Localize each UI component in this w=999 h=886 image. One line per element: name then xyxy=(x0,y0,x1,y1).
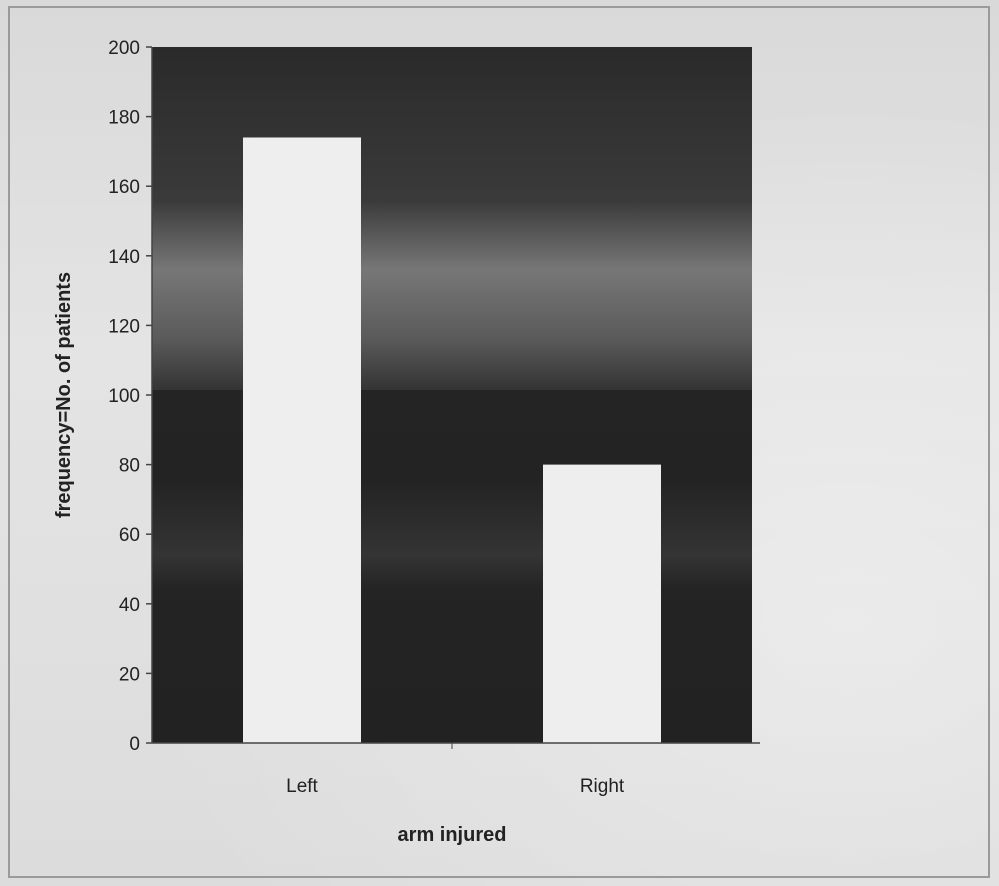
image-frame xyxy=(8,6,990,878)
bar-left xyxy=(243,137,361,744)
x-category-label: Left xyxy=(286,776,318,797)
bars-group xyxy=(243,137,661,744)
y-tick-label: 40 xyxy=(119,595,140,616)
y-axis-title: frequency=No. of patients xyxy=(53,272,75,518)
y-ticks-group: 0 20 40 60 80 100 120 140 160 180 200 xyxy=(108,38,152,755)
y-tick-label: 60 xyxy=(119,525,140,546)
y-tick-label: 80 xyxy=(119,456,140,477)
y-tick-label: 160 xyxy=(108,177,140,198)
y-tick-label: 20 xyxy=(119,664,140,685)
x-axis-title: arm injured xyxy=(398,824,507,846)
plot-lower-shade xyxy=(152,390,752,743)
y-tick-label: 120 xyxy=(108,316,140,337)
x-labels-group: Left Right xyxy=(286,743,625,797)
y-tick-label: 180 xyxy=(108,108,140,129)
y-tick-label: 0 xyxy=(129,734,140,755)
y-tick-label: 200 xyxy=(108,38,140,59)
y-tick-label: 140 xyxy=(108,247,140,268)
y-tick-label: 100 xyxy=(108,386,140,407)
x-category-label: Right xyxy=(580,776,625,797)
bar-right xyxy=(543,464,661,743)
